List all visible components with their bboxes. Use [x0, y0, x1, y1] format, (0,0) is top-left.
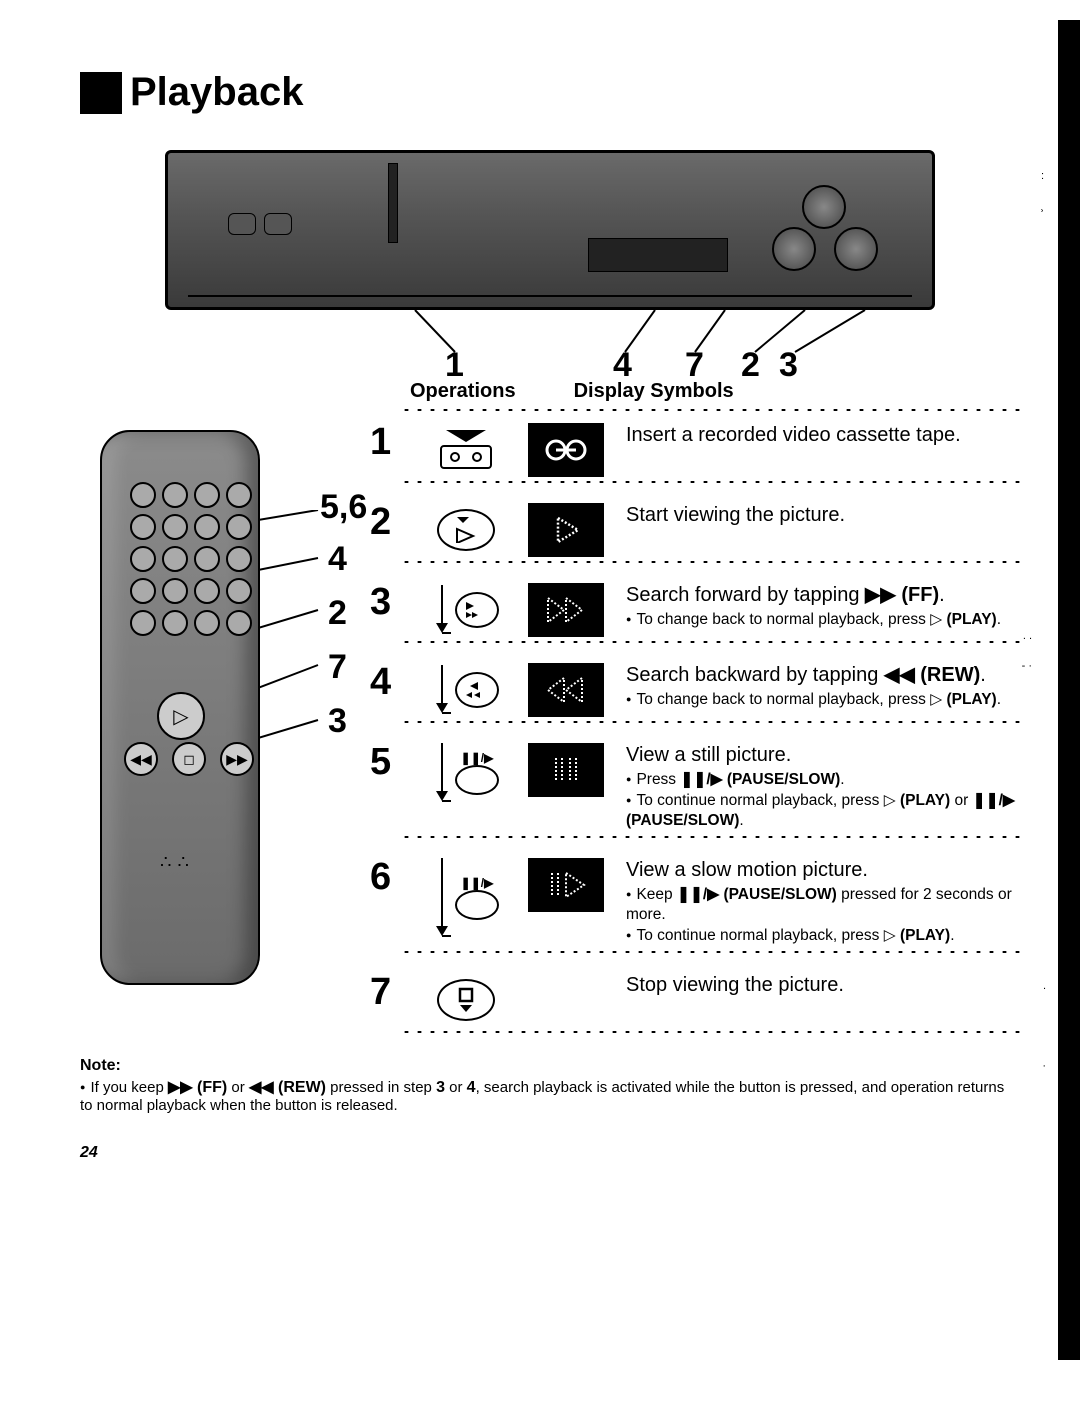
vcr-front-panel: [165, 150, 935, 310]
step-2-text: Start viewing the picture.: [626, 504, 845, 526]
vcr-callout-4: 4: [613, 346, 632, 385]
step-4-sub: To change back to normal playback, press…: [626, 690, 1020, 709]
step-3-text: Search forward by tapping ▶▶ (FF).: [626, 584, 945, 606]
step-7-text: Stop viewing the picture.: [626, 974, 844, 996]
ff-display-icon: [528, 583, 604, 637]
note-label: Note:: [80, 1057, 121, 1074]
step-6: 6 ❚❚/▶: [370, 850, 1020, 965]
step-5-sub2: To continue normal playback, press ▷ (PL…: [626, 791, 1020, 830]
step-6-sub1: Keep ❚❚/▶ (PAUSE/SLOW) pressed for 2 sec…: [626, 885, 1020, 924]
pause-slow-label: ❚❚/▶: [455, 751, 499, 765]
remote-control: ▷ ◀◀ ◻ ▶▶ ∴∴: [100, 430, 260, 985]
pause-button-icon-2: ❚❚/▶: [426, 858, 506, 938]
note-section: Note: If you keep ▶▶ (FF) or ◀◀ (REW) pr…: [80, 1057, 1020, 1114]
step-number: 7: [370, 973, 404, 1011]
play-triangle-icon: [528, 503, 604, 557]
tape-reels-icon: [528, 423, 604, 477]
remote-callout-56: 5,6: [320, 488, 367, 527]
stop-button-icon: [426, 973, 506, 1027]
pause-button-icon: ❚❚/▶: [426, 743, 506, 803]
step-5-text: View a still picture.: [626, 744, 791, 766]
vcr-callout-3: 3: [779, 346, 798, 385]
vcr-callouts: 1 4 7 2 3: [165, 310, 935, 370]
slow-display-icon: [528, 858, 604, 912]
step-5: 5 ❚❚/▶: [370, 735, 1020, 850]
step-number: 5: [370, 743, 404, 781]
vcr-callout-7: 7: [685, 346, 704, 385]
step-1-text: Insert a recorded video cassette tape.: [626, 424, 961, 446]
vcr-callout-1: 1: [445, 346, 464, 385]
pause-slow-label-2: ❚❚/▶: [455, 876, 499, 890]
step-4-text: Search backward by tapping ◀◀ (REW).: [626, 664, 986, 686]
step-number: 4: [370, 663, 404, 701]
ff-button-icon: [426, 583, 506, 637]
remote-callout-2: 2: [328, 594, 347, 633]
page-number: 24: [80, 1144, 1020, 1162]
step-number: 6: [370, 858, 404, 896]
step-3-sub: To change back to normal playback, press…: [626, 610, 1020, 629]
still-display-icon: [528, 743, 604, 797]
manual-page: Playback 1 4 7 2 3: [0, 0, 1080, 1192]
step-number: 1: [370, 423, 404, 461]
vcr-callout-2: 2: [741, 346, 760, 385]
remote-callout-7: 7: [328, 648, 347, 687]
rew-button-icon: [426, 663, 506, 717]
title-square: [80, 72, 122, 114]
remote-column: ▷ ◀◀ ◻ ▶▶ ∴∴ 5,6 4 2 7 3: [80, 380, 340, 1045]
rew-display-icon: [528, 663, 604, 717]
remote-callout-3: 3: [328, 702, 347, 741]
remote-callout-lines: [258, 510, 368, 760]
play-button-icon: [426, 503, 506, 557]
right-black-bar: [1058, 20, 1080, 1360]
header-display: Display Symbols: [574, 380, 734, 403]
step-3: 3: [370, 575, 1020, 655]
step-2: 2 Start viewing the picture.: [370, 495, 1020, 575]
step-6-sub2: To continue normal playback, press ▷ (PL…: [626, 926, 1020, 945]
cassette-insert-icon: [426, 423, 506, 477]
step-1: 1: [370, 415, 1020, 495]
title-row: Playback: [80, 70, 1020, 115]
page-title: Playback: [130, 70, 303, 115]
note-body: If you keep ▶▶ (FF) or ◀◀ (REW) pressed …: [80, 1077, 1020, 1114]
step-6-text: View a slow motion picture.: [626, 859, 868, 881]
step-4: 4: [370, 655, 1020, 735]
remote-callout-4: 4: [328, 540, 347, 579]
steps-column: Operations Display Symbols 1: [370, 380, 1020, 1045]
step-5-sub1: Press ❚❚/▶ (PAUSE/SLOW).: [626, 770, 1020, 789]
step-7: 7 Stop viewing the picture.: [370, 965, 1020, 1045]
step-number: 3: [370, 583, 404, 621]
step-number: 2: [370, 503, 404, 541]
